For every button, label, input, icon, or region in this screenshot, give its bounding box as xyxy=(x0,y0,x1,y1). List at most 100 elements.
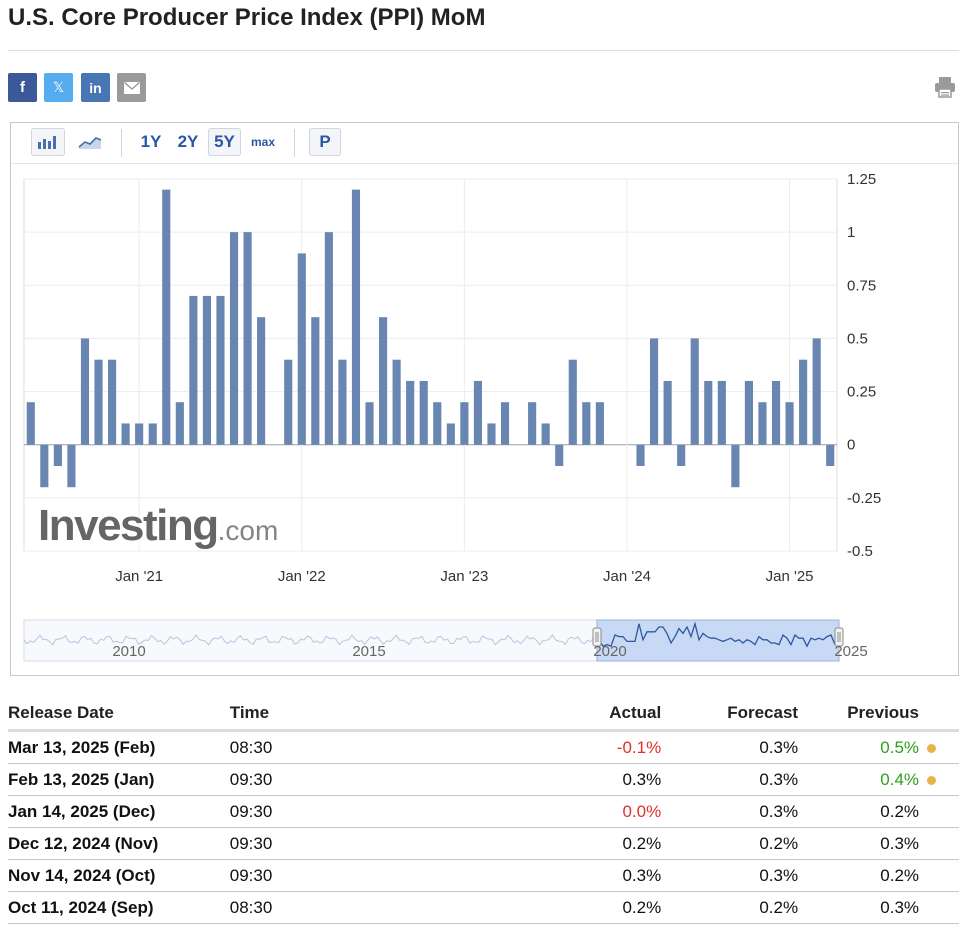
bar[interactable] xyxy=(636,444,645,466)
forecast-cell: 0.2% xyxy=(661,891,799,924)
bar[interactable] xyxy=(473,380,482,445)
bar[interactable] xyxy=(53,444,62,466)
bar[interactable] xyxy=(528,402,537,445)
header-release-date[interactable]: Release Date xyxy=(8,697,230,732)
x-tick-label: Jan '21 xyxy=(115,568,163,585)
linkedin-share-button[interactable]: in xyxy=(81,73,110,102)
navigator-handle[interactable] xyxy=(834,627,844,647)
bar[interactable] xyxy=(650,338,659,445)
bar[interactable] xyxy=(568,359,577,445)
bar[interactable] xyxy=(243,232,252,445)
range-1y-button[interactable]: 1Y xyxy=(140,132,162,151)
revised-indicator-icon[interactable] xyxy=(927,743,937,753)
range-navigator[interactable]: 2010 2015 2020 2025 xyxy=(11,123,958,675)
bar[interactable] xyxy=(351,189,361,445)
revised-indicator-icon[interactable] xyxy=(927,775,937,785)
email-share-button[interactable] xyxy=(117,73,146,102)
bar[interactable] xyxy=(785,402,794,445)
bar[interactable] xyxy=(365,402,374,445)
table-row: Feb 13, 2025 (Jan) 09:30 0.3% 0.3% 0.4% xyxy=(8,763,959,796)
printer-icon[interactable] xyxy=(933,75,957,99)
y-tick-label: 0.25 xyxy=(847,384,876,401)
table-row: Jan 14, 2025 (Dec) 09:30 0.0% 0.3% 0.2% xyxy=(8,795,959,828)
bar[interactable] xyxy=(297,253,306,445)
header-time[interactable]: Time xyxy=(229,697,380,732)
bar-chart-toggle[interactable] xyxy=(31,128,65,156)
bar[interactable] xyxy=(812,338,821,445)
bar[interactable] xyxy=(392,359,401,445)
bar[interactable] xyxy=(121,423,130,445)
bar[interactable] xyxy=(189,295,198,445)
bar[interactable] xyxy=(135,423,144,445)
twitter-share-button[interactable]: 𝕏 xyxy=(44,73,73,102)
bar[interactable] xyxy=(582,402,591,445)
line-chart-toggle[interactable] xyxy=(73,128,107,156)
bar[interactable] xyxy=(419,380,428,445)
bar[interactable] xyxy=(80,338,90,445)
title-divider xyxy=(8,50,959,51)
bar[interactable] xyxy=(229,232,239,445)
bar[interactable] xyxy=(595,402,604,445)
bar[interactable] xyxy=(148,423,157,445)
time-cell: 08:30 xyxy=(229,730,380,764)
bar[interactable] xyxy=(311,317,320,445)
header-previous[interactable]: Previous xyxy=(798,697,920,732)
toolbar-separator xyxy=(121,129,122,157)
bar[interactable] xyxy=(94,359,103,445)
revision-cell xyxy=(919,730,959,764)
revision-cell xyxy=(919,891,959,924)
bar[interactable] xyxy=(162,189,171,445)
release-date-cell: Mar 13, 2025 (Feb) xyxy=(8,730,230,764)
bar[interactable] xyxy=(446,423,455,445)
x-tick-label: Jan '24 xyxy=(603,568,651,585)
bar[interactable] xyxy=(460,402,469,445)
bar[interactable] xyxy=(690,338,699,445)
bar[interactable] xyxy=(487,423,496,445)
bar[interactable] xyxy=(704,380,713,445)
navigator-selection[interactable] xyxy=(596,619,840,662)
bar[interactable] xyxy=(40,444,49,488)
y-tick-label: 1 xyxy=(847,224,855,241)
bar[interactable] xyxy=(541,423,550,445)
bar[interactable] xyxy=(717,380,726,445)
bar[interactable] xyxy=(216,295,225,445)
bar[interactable] xyxy=(67,444,76,488)
range-2y-button[interactable]: 2Y xyxy=(177,132,199,151)
bar[interactable] xyxy=(663,380,672,445)
facebook-icon: f xyxy=(20,79,25,96)
bar[interactable] xyxy=(175,402,184,445)
range-max-button[interactable]: max xyxy=(250,135,276,149)
bar[interactable] xyxy=(500,402,510,445)
navigator-handle[interactable] xyxy=(592,627,602,647)
bar[interactable] xyxy=(758,402,767,445)
range-5y-button[interactable]: 5Y xyxy=(208,128,241,156)
bar[interactable] xyxy=(555,444,564,466)
bar[interactable] xyxy=(338,359,347,445)
bar[interactable] xyxy=(284,359,293,445)
bar[interactable] xyxy=(826,444,835,466)
bar[interactable] xyxy=(379,317,388,445)
revision-cell xyxy=(919,763,959,796)
bar[interactable] xyxy=(771,380,781,445)
bar[interactable] xyxy=(744,380,753,445)
facebook-share-button[interactable]: f xyxy=(8,73,37,102)
bar[interactable] xyxy=(202,295,211,445)
bar[interactable] xyxy=(799,359,808,445)
bar[interactable] xyxy=(324,232,333,445)
bar[interactable] xyxy=(108,359,117,445)
page-title: U.S. Core Producer Price Index (PPI) MoM xyxy=(8,4,486,31)
release-date-cell: Nov 14, 2024 (Oct) xyxy=(8,859,230,892)
header-actual[interactable]: Actual xyxy=(379,697,662,732)
header-forecast[interactable]: Forecast xyxy=(661,697,799,732)
bar[interactable] xyxy=(406,380,415,445)
watermark-brand: Investing xyxy=(38,501,219,550)
forecast-cell: 0.2% xyxy=(661,827,799,860)
bar[interactable] xyxy=(731,444,740,488)
bar[interactable] xyxy=(257,317,266,445)
table-header-row: Release Date Time Actual Forecast Previo… xyxy=(8,697,959,732)
bar[interactable] xyxy=(26,402,35,445)
bar[interactable] xyxy=(677,444,686,466)
y-tick-label: 1.25 xyxy=(847,171,876,188)
p-button[interactable]: P xyxy=(309,128,341,156)
bar[interactable] xyxy=(433,402,442,445)
